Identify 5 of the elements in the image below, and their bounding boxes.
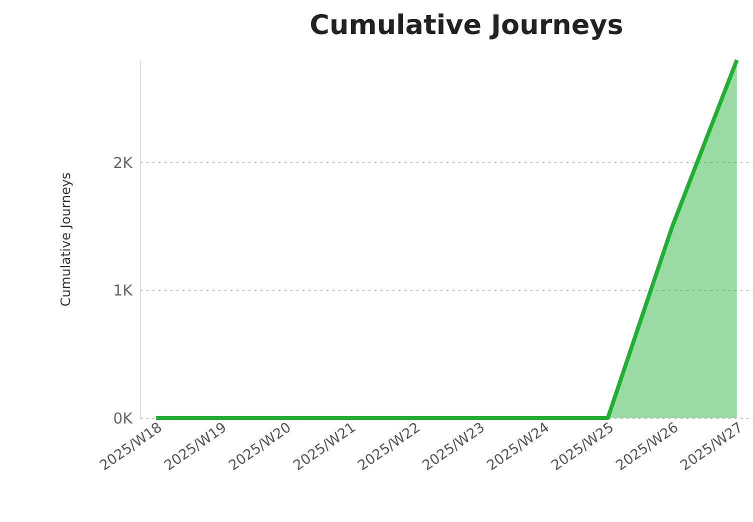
y-tick-label: 0K	[113, 410, 134, 428]
y-tick-label: 2K	[113, 154, 134, 172]
chart-title: Cumulative Journeys	[310, 10, 624, 41]
y-axis-title: Cumulative Journeys	[59, 172, 74, 307]
y-tick-label: 1K	[113, 282, 134, 300]
